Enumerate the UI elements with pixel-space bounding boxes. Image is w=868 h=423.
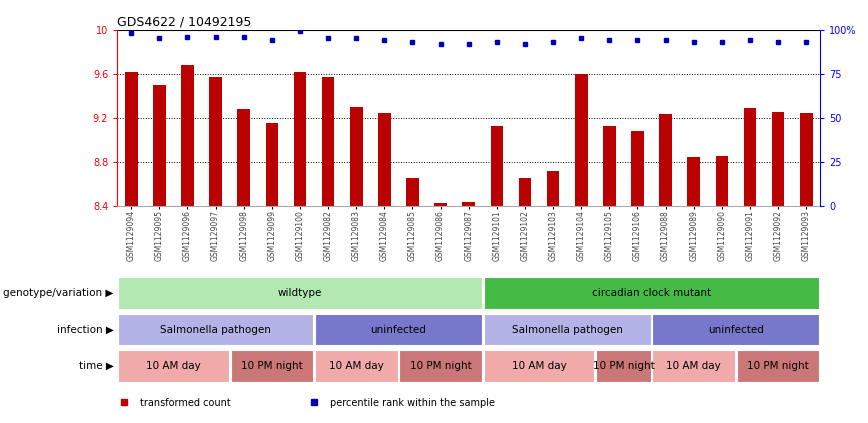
Text: 10 AM day: 10 AM day [667, 361, 721, 371]
Bar [660, 115, 672, 206]
Text: wildtype: wildtype [278, 288, 322, 298]
FancyBboxPatch shape [315, 313, 482, 346]
Text: 10 AM day: 10 AM day [146, 361, 201, 371]
Bar [744, 108, 756, 206]
Bar [266, 124, 278, 206]
Bar [434, 203, 447, 206]
Bar [406, 179, 418, 206]
Text: 10 PM night: 10 PM night [410, 361, 471, 371]
Text: 10 AM day: 10 AM day [329, 361, 384, 371]
Bar [209, 77, 222, 206]
Bar [800, 113, 812, 206]
Bar [575, 74, 588, 206]
Text: GDS4622 / 10492195: GDS4622 / 10492195 [117, 16, 252, 28]
Bar [772, 112, 785, 206]
Bar [181, 65, 194, 206]
FancyBboxPatch shape [653, 350, 735, 382]
FancyBboxPatch shape [118, 277, 482, 309]
FancyBboxPatch shape [483, 350, 595, 382]
Bar [378, 113, 391, 206]
FancyBboxPatch shape [118, 313, 313, 346]
FancyBboxPatch shape [653, 313, 819, 346]
Text: 10 PM night: 10 PM night [593, 361, 654, 371]
Bar [350, 107, 363, 206]
Text: Salmonella pathogen: Salmonella pathogen [512, 324, 622, 335]
Bar [687, 157, 700, 206]
Text: genotype/variation ▶: genotype/variation ▶ [3, 288, 114, 298]
Text: circadian clock mutant: circadian clock mutant [592, 288, 711, 298]
FancyBboxPatch shape [118, 350, 229, 382]
Text: 10 AM day: 10 AM day [511, 361, 567, 371]
Text: transformed count: transformed count [140, 398, 230, 409]
Bar [153, 85, 166, 206]
Bar [293, 71, 306, 206]
Bar [547, 171, 559, 206]
Text: Salmonella pathogen: Salmonella pathogen [161, 324, 271, 335]
Text: percentile rank within the sample: percentile rank within the sample [330, 398, 495, 409]
FancyBboxPatch shape [483, 277, 819, 309]
Text: uninfected: uninfected [371, 324, 426, 335]
Bar [603, 126, 615, 206]
Bar [631, 131, 644, 206]
Bar [490, 126, 503, 206]
FancyBboxPatch shape [231, 350, 313, 382]
FancyBboxPatch shape [483, 313, 651, 346]
FancyBboxPatch shape [737, 350, 819, 382]
Text: uninfected: uninfected [708, 324, 764, 335]
Bar [463, 202, 475, 206]
Text: infection ▶: infection ▶ [56, 324, 114, 335]
Text: 10 PM night: 10 PM night [747, 361, 809, 371]
FancyBboxPatch shape [596, 350, 651, 382]
Text: 10 PM night: 10 PM night [241, 361, 303, 371]
Bar [322, 77, 334, 206]
Bar [519, 179, 531, 206]
Text: time ▶: time ▶ [79, 361, 114, 371]
FancyBboxPatch shape [315, 350, 398, 382]
Bar [125, 71, 137, 206]
Bar [715, 157, 728, 206]
FancyBboxPatch shape [399, 350, 482, 382]
Bar [238, 109, 250, 206]
